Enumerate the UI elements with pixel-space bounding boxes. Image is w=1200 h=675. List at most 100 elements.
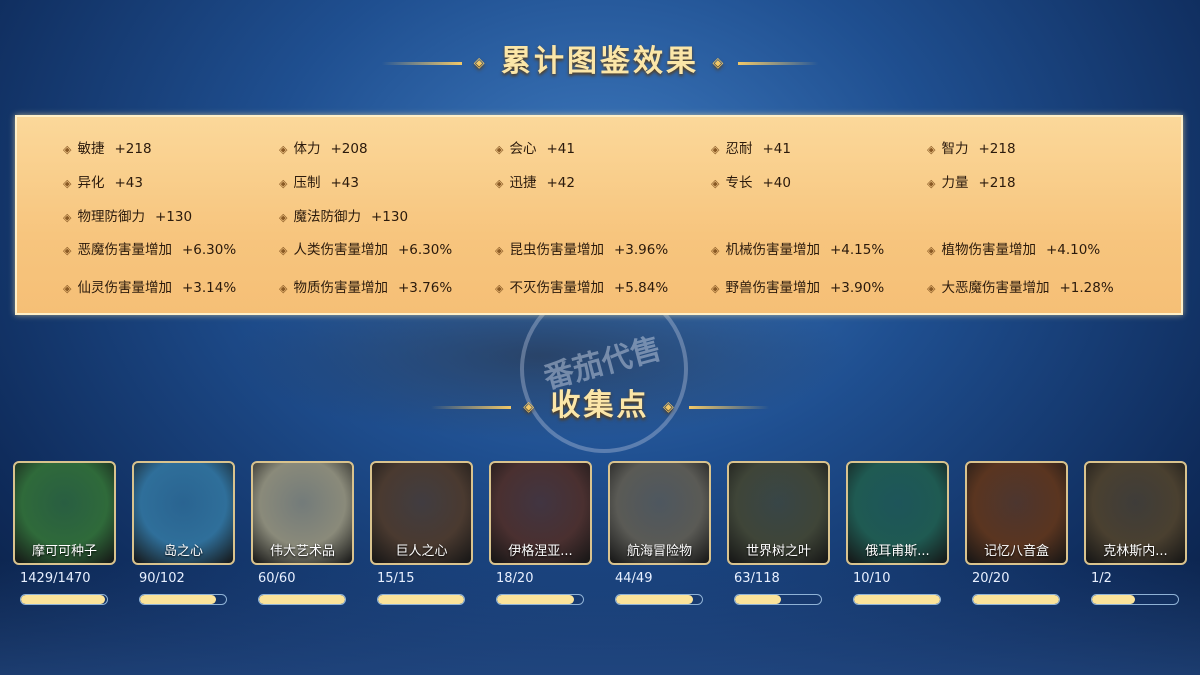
stat-value: +40 xyxy=(762,175,791,191)
stat-name: 忍耐 xyxy=(725,141,753,157)
collection-name: 航海冒险物 xyxy=(626,544,692,559)
stat-value: +6.30% xyxy=(397,242,453,258)
stat-item: ◈ 智力 +218 xyxy=(927,137,1016,157)
diamond-icon: ◈ xyxy=(523,399,538,415)
diamond-bullet-icon: ◈ xyxy=(279,244,288,257)
stat-item: ◈ 昆虫伤害量增加 +3.96% xyxy=(495,238,668,258)
diamond-bullet-icon: ◈ xyxy=(711,282,720,295)
stat-value: +218 xyxy=(978,175,1016,191)
collection-card[interactable]: 俄耳甫斯... xyxy=(846,461,949,565)
collection-progress-bar xyxy=(496,594,584,605)
stat-item: ◈ 恶魔伤害量增加 +6.30% xyxy=(63,238,236,258)
collection-card[interactable]: 克林斯内... xyxy=(1084,461,1187,565)
stat-item: ◈ 异化 +43 xyxy=(63,171,143,191)
stat-value: +3.90% xyxy=(829,280,885,296)
stat-name: 不灭伤害量增加 xyxy=(509,280,604,296)
collection-progress-bar xyxy=(972,594,1060,605)
stat-item: ◈ 物理防御力 +130 xyxy=(63,205,192,225)
diamond-bullet-icon: ◈ xyxy=(63,177,72,190)
stat-name: 物理防御力 xyxy=(77,209,145,225)
stat-name: 仙灵伤害量增加 xyxy=(77,280,172,296)
stat-item: ◈ 人类伤害量增加 +6.30% xyxy=(279,238,452,258)
collection-card[interactable]: 世界树之叶 xyxy=(727,461,830,565)
diamond-bullet-icon: ◈ xyxy=(711,244,720,257)
stat-name: 体力 xyxy=(293,141,321,157)
background-mountains xyxy=(0,560,1200,675)
stat-value: +3.96% xyxy=(613,242,669,258)
collection-card[interactable]: 记忆八音盒 xyxy=(965,461,1068,565)
collection-title: ◈ 收集点 ◈ xyxy=(0,380,1200,424)
stat-value: +208 xyxy=(330,141,368,157)
stat-item: ◈ 大恶魔伤害量增加 +1.28% xyxy=(927,276,1114,296)
stat-item: ◈ 不灭伤害量增加 +5.84% xyxy=(495,276,668,296)
stat-name: 敏捷 xyxy=(77,141,105,157)
stat-item: ◈ 敏捷 +218 xyxy=(63,137,152,157)
diamond-bullet-icon: ◈ xyxy=(63,143,72,156)
ornament-right xyxy=(738,61,819,65)
stat-value: +43 xyxy=(114,175,143,191)
collection-name: 岛之心 xyxy=(163,544,203,559)
collection-card[interactable]: 巨人之心 xyxy=(370,461,473,565)
collection-count: 1/2 xyxy=(1091,571,1112,586)
stat-value: +43 xyxy=(330,175,359,191)
stat-name: 异化 xyxy=(77,175,105,191)
stat-value: +3.76% xyxy=(397,280,453,296)
diamond-bullet-icon: ◈ xyxy=(63,211,72,224)
stat-name: 物质伤害量增加 xyxy=(293,280,388,296)
diamond-bullet-icon: ◈ xyxy=(495,143,504,156)
stat-name: 昆虫伤害量增加 xyxy=(509,242,604,258)
diamond-icon: ◈ xyxy=(473,55,488,71)
collection-name: 巨人之心 xyxy=(395,544,448,559)
stat-value: +41 xyxy=(546,141,575,157)
collection-name: 伟大艺术品 xyxy=(269,544,335,559)
diamond-bullet-icon: ◈ xyxy=(279,177,288,190)
stat-value: +218 xyxy=(114,141,152,157)
diamond-bullet-icon: ◈ xyxy=(63,282,72,295)
stat-value: +130 xyxy=(154,209,193,225)
collection-count: 1429/1470 xyxy=(20,571,91,586)
stat-item: ◈ 植物伤害量增加 +4.10% xyxy=(927,238,1100,258)
stat-value: +218 xyxy=(978,141,1016,157)
collection-progress-bar xyxy=(734,594,822,605)
stat-name: 力量 xyxy=(941,175,969,191)
progress-fill xyxy=(259,595,345,604)
progress-fill xyxy=(854,595,940,604)
collection-card[interactable]: 岛之心 xyxy=(132,461,235,565)
collection-name: 伊格涅亚... xyxy=(508,544,573,559)
collection-card[interactable]: 摩可可种子 xyxy=(13,461,116,565)
stat-value: +41 xyxy=(762,141,791,157)
stat-item: ◈ 压制 +43 xyxy=(279,171,359,191)
stat-name: 魔法防御力 xyxy=(293,209,361,225)
collection-count: 90/102 xyxy=(139,571,185,586)
diamond-bullet-icon: ◈ xyxy=(711,177,720,190)
progress-fill xyxy=(21,595,105,604)
collection-card[interactable]: 伟大艺术品 xyxy=(251,461,354,565)
diamond-bullet-icon: ◈ xyxy=(927,143,936,156)
collection-progress-bar xyxy=(139,594,227,605)
effects-title: ◈ 累计图鉴效果 ◈ xyxy=(0,36,1200,80)
collection-name: 世界树之叶 xyxy=(745,544,811,559)
diamond-bullet-icon: ◈ xyxy=(63,244,72,257)
stat-name: 机械伤害量增加 xyxy=(725,242,820,258)
stat-item: ◈ 仙灵伤害量增加 +3.14% xyxy=(63,276,236,296)
collection-card[interactable]: 伊格涅亚... xyxy=(489,461,592,565)
progress-fill xyxy=(973,595,1059,604)
diamond-icon: ◈ xyxy=(712,55,727,71)
stat-item: ◈ 迅捷 +42 xyxy=(495,171,575,191)
stat-name: 植物伤害量增加 xyxy=(941,242,1036,258)
stat-name: 会心 xyxy=(509,141,537,157)
stat-name: 大恶魔伤害量增加 xyxy=(941,280,1050,296)
progress-fill xyxy=(140,595,216,604)
collection-count: 18/20 xyxy=(496,571,534,586)
stat-item: ◈ 专长 +40 xyxy=(711,171,791,191)
collection-card[interactable]: 航海冒险物 xyxy=(608,461,711,565)
stat-name: 恶魔伤害量增加 xyxy=(77,242,172,258)
collection-name: 俄耳甫斯... xyxy=(865,544,930,559)
stat-name: 压制 xyxy=(293,175,321,191)
diamond-bullet-icon: ◈ xyxy=(927,177,936,190)
ornament-right xyxy=(688,405,769,409)
collection-count: 15/15 xyxy=(377,571,415,586)
progress-fill xyxy=(378,595,464,604)
diamond-bullet-icon: ◈ xyxy=(495,244,504,257)
stat-name: 智力 xyxy=(941,141,969,157)
